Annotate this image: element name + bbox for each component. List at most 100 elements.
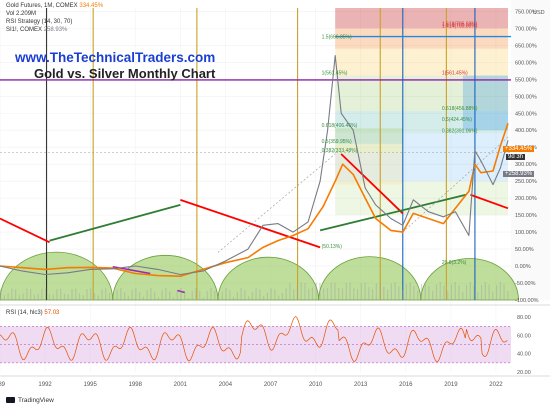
legend-gold-value: 334.45% [79,3,104,9]
rsi-legend-value: 57.03 [44,310,60,316]
legend-rsi-strategy-label: RSI Strategy (14, 30, 70) [6,19,73,25]
volume-bar [191,290,193,300]
gold-price-tag-value: +334.45% [505,146,533,152]
volume-bar [7,293,9,300]
volume-bar [146,290,148,300]
y-tick-label: 700.00% [515,26,537,32]
y-tick-label: 100.00% [515,230,537,236]
volume-bar [417,290,419,300]
legend-vol-value: 2.209M [16,11,37,17]
volume-bar [63,293,66,300]
fib-label-left: (50.13%) [322,244,343,250]
volume-bar [420,283,423,300]
volume-bar [229,290,231,300]
volume-bar [131,289,133,300]
fib-label-right: 20.8(3.2%) [442,260,467,266]
volume-bar [477,291,479,300]
fib-zone-left [335,128,403,144]
fib-zone [335,8,508,29]
volume-bar [338,288,340,300]
silver-price-tag-value: +258.93% [505,171,533,177]
volume-bar [180,288,182,300]
volume-bar [37,293,39,300]
fib-label-right: 1.414(700.00%) [442,23,478,29]
volume-bar [503,284,505,300]
volume-bar [225,288,227,300]
fib-zone [335,28,508,49]
volume-bar [154,291,156,300]
volume-bar [499,282,501,300]
tradingview-logo[interactable]: TradingView [6,397,54,404]
legend-silver-value: 258.93% [43,27,68,33]
y-tick-label: 150.00% [515,213,537,219]
volume-bar [244,289,246,300]
x-tick-label: 2013 [354,382,368,388]
legend-gold-label: Gold Futures, 1M, COMEX [6,3,78,9]
volume-bar [492,291,494,300]
volume-bar [86,289,88,300]
volume-bar [135,288,137,300]
rsi-legend: RSI (14, hlc3) 57.03 [6,310,59,316]
x-tick-label: 1992 [38,382,52,388]
x-tick-label: 2007 [264,382,278,388]
rsi-tick-label: 20.00 [517,370,531,376]
fib-label-right: 0.382(391.06%) [442,128,478,134]
volume-bar [293,289,295,300]
volume-bar [319,282,321,300]
y-tick-label: 600.00% [515,60,537,66]
x-tick-label: 2016 [399,382,413,388]
gold-countdown-tag: 9d 3h [506,154,526,160]
volume-bar [308,288,310,300]
volume-bar [11,288,13,300]
legend-silver-label: SI1!, COMEX [6,27,43,33]
volume-bar [184,291,186,300]
y-tick-label: 550.00% [515,77,537,83]
volume-bar [142,296,144,300]
volume-bar [409,282,411,300]
volume-bar [263,295,265,300]
volume-bar [101,289,103,300]
rsi-tick-label: 80.00 [517,315,531,321]
volume-bar [364,282,366,300]
y-axis-unit: USD [533,10,545,16]
volume-bar [266,292,268,300]
volume-bar [285,288,287,300]
y-tick-label: 0.00% [515,264,531,270]
red-trend-line [0,217,50,244]
y-tick-label: 250.00% [515,179,537,185]
volume-bar [33,294,36,300]
red-trend-line [470,193,509,210]
volume-bar [97,295,99,300]
volume-bar [330,282,332,300]
volume-bar [300,282,302,300]
volume-bar [405,283,407,300]
volume-bar [52,294,54,300]
volume-bar [341,288,344,300]
fib-label-left: 0.5(359.95%) [322,139,352,145]
volume-bar [221,291,223,300]
volume-bar [435,284,438,300]
volume-bar [349,282,351,300]
volume-bar [480,285,483,300]
y-tick-label: 200.00% [515,196,537,202]
volume-bar [443,285,445,300]
volume-bar [398,286,400,300]
volume-bar [315,282,317,300]
volume-bar [450,284,453,300]
y-tick-label: -100.00% [515,298,539,304]
volume-bar [274,289,276,300]
volume-bar [90,288,92,300]
volume-bar [379,282,381,300]
x-tick-label: 2022 [489,382,503,388]
volume-bar [247,296,250,300]
volume-bar [18,294,20,300]
volume-bar [458,285,460,300]
gold-countdown-value: 9d 3h [508,154,524,160]
volume-bar [172,297,175,300]
volume-bar [390,283,392,300]
volume-bar [259,289,261,300]
volume-bar [199,290,201,300]
volume-bar [161,290,163,300]
